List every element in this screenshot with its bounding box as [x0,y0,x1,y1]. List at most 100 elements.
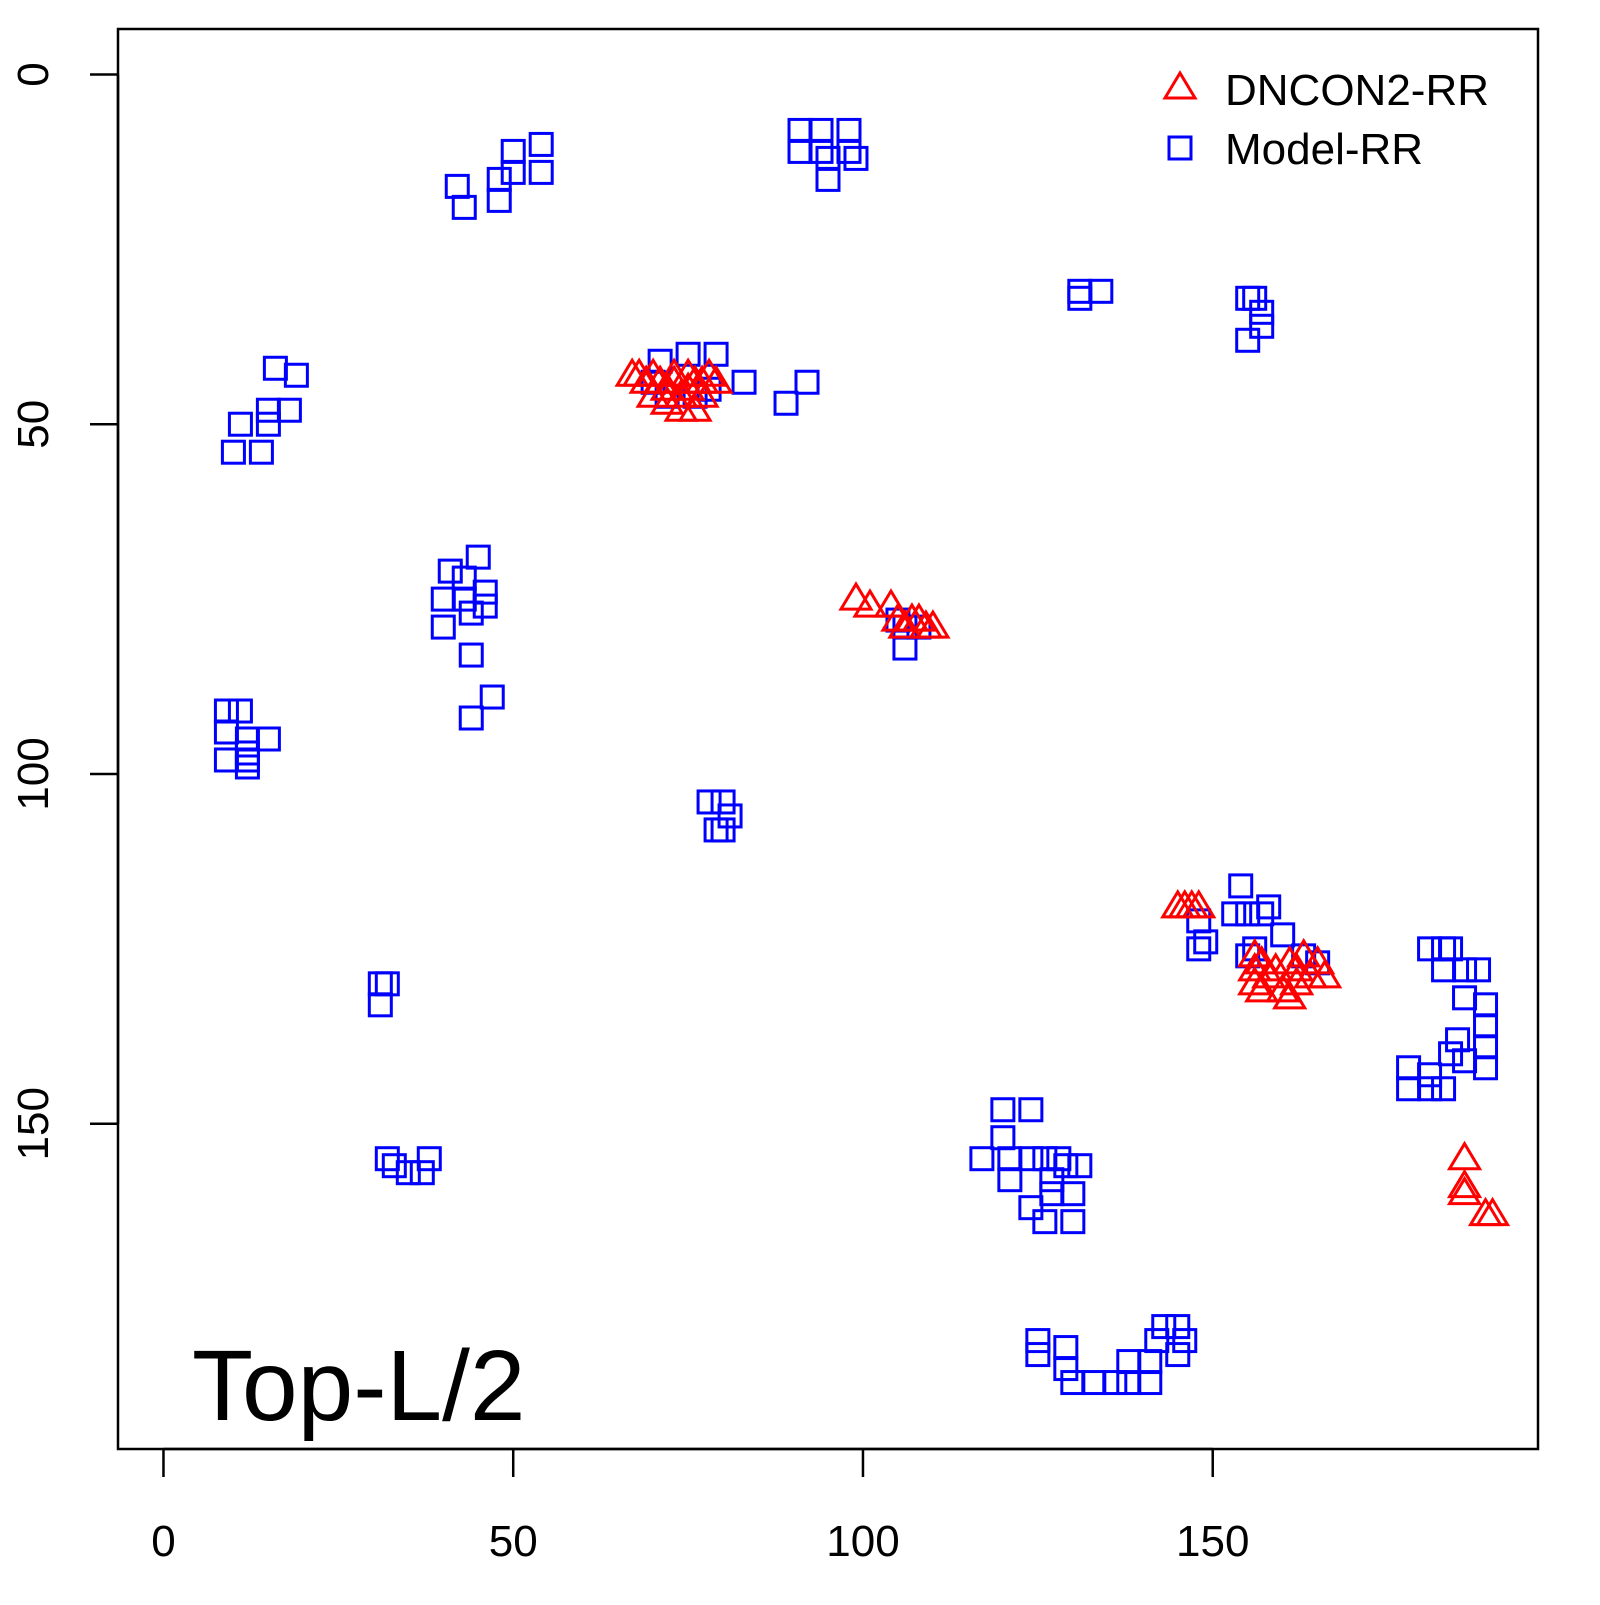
model-rr-point [1060,1209,1086,1235]
model-rr-point [1473,1013,1499,1039]
dncon2-rr-point [1272,979,1308,1010]
model-rr-point [1193,929,1219,955]
model-rr-point [710,817,736,843]
model-rr-point [1151,1314,1177,1340]
model-rr-point [675,341,701,367]
model-rr-point [395,1160,421,1186]
model-rr-point [255,411,281,437]
model-rr-point [731,369,757,395]
model-rr-point [458,600,484,626]
model-rr-point [1431,936,1457,962]
model-rr-point [717,803,743,829]
model-rr-point [997,1146,1023,1172]
model-rr-point [1221,901,1247,927]
dncon2-rr-point [915,609,951,639]
model-rr-point [1046,1146,1072,1172]
model-rr-point [1018,1146,1044,1172]
model-rr-point [1060,1181,1086,1207]
model-rr-point [815,145,841,171]
model-rr-point [843,145,869,171]
model-rr-point [787,117,813,143]
axes: 0 50 100 150 0 50 100 150 [9,62,1249,1566]
model-rr-point [1165,1342,1191,1368]
model-rr-point [1473,1034,1499,1060]
model-rr-point [1445,1027,1471,1053]
model-rr-point [703,817,729,843]
model-rr-point [451,586,477,612]
y-tick-label: 0 [9,62,58,86]
model-rr-point [794,369,820,395]
model-rr-point [451,194,477,220]
model-rr-point [1081,1370,1107,1396]
model-rr-point [969,1146,995,1172]
dncon2-rr-point [901,602,937,632]
model-rr-point [1137,1370,1163,1396]
model-rr-point [1053,1335,1079,1361]
panel-annotation: Top-L/2 [192,1330,526,1442]
dncon2-rr-point [852,588,888,618]
model-rr-point [1438,1041,1464,1067]
model-rr-point [1067,285,1093,311]
model-rr-point [1249,901,1275,927]
model-rr-point [367,971,393,997]
model-rr-point [997,1167,1023,1193]
x-tick-label: 100 [826,1517,899,1566]
model-rr-point [1235,327,1261,353]
model-rr-point [1172,1328,1198,1354]
model-rr-point [1417,1062,1443,1088]
dncon2-rr-point [1446,1175,1483,1206]
model-rr-point [479,684,505,710]
plot-frame [116,27,1540,1451]
model-rr-point [1165,1314,1191,1340]
dncon2-rr-point [677,392,713,422]
model-rr-point [1137,1349,1163,1375]
model-rr-point [486,187,512,213]
x-tick-label: 150 [1176,1517,1249,1566]
model-rr-point [367,992,393,1018]
model-rr-point [1018,1195,1044,1221]
legend-label-dncon2: DNCON2-RR [1225,66,1489,115]
model-rr-point [1102,1370,1128,1396]
model-rr-point [465,544,491,570]
model-rr-point [1249,299,1275,325]
dncon2-rr-point [1237,951,1273,982]
model-rr-point [500,138,526,164]
model-rr-point [787,138,813,164]
model-rr-point [283,362,309,388]
dncon2-rr-point [887,609,923,639]
model-rr-point [1039,1181,1065,1207]
model-rr-point [416,1146,442,1172]
model-rr-point [1025,1328,1051,1354]
dncon2-rr-point [1258,951,1294,982]
dncon2-rr-point [1244,972,1280,1003]
model-rr-point [1039,1167,1065,1193]
model-rr-point [458,642,484,668]
model-rr-point [409,1160,435,1186]
model-rr-point [234,754,260,780]
legend-triangle-icon [1162,70,1198,100]
marks [213,117,1511,1396]
model-rr-point [472,593,498,619]
model-rr-point [430,586,456,612]
y-tick-label: 150 [9,1087,58,1160]
model-rr-point [836,138,862,164]
model-rr-point [696,789,722,815]
model-rr-point [1242,285,1268,311]
model-rr-point [213,698,239,724]
model-rr-point [815,166,841,192]
dncon2-rr-point [691,357,727,387]
model-rr-point [1053,1153,1079,1179]
dncon2-rr-point [1446,1140,1483,1171]
model-rr-point [1067,278,1093,304]
model-rr-point [248,439,274,465]
model-rr-point [213,719,239,745]
dncon2-rr-point [1474,1196,1511,1227]
model-rr-point [1473,1055,1499,1081]
model-rr-point [808,117,834,143]
legend: DNCON2-RR Model-RR [1162,66,1489,174]
dncon2-rr-point [1265,972,1301,1003]
dncon2-rr-point [1446,1168,1483,1199]
model-rr-point [472,579,498,605]
dncon2-rr-point [635,357,671,387]
